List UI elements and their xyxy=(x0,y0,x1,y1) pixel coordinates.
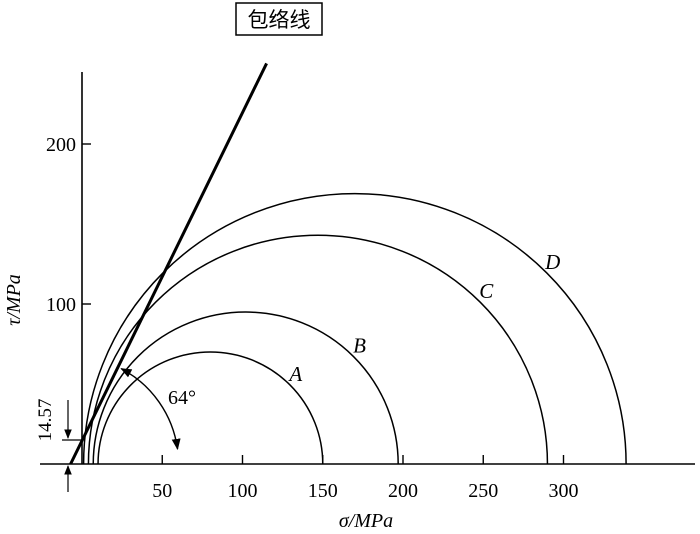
x-axis-label: σ/MPa xyxy=(339,510,393,532)
y-tick-label: 200 xyxy=(46,134,76,156)
friction-angle-arc xyxy=(120,368,181,451)
friction-angle-label: 64° xyxy=(168,387,196,409)
y-tick-label: 100 xyxy=(46,294,76,316)
mohr-circle-D xyxy=(82,192,627,465)
y-ticks: 100 200 xyxy=(46,134,91,316)
envelope-label: 包络线 xyxy=(248,8,311,32)
mohr-circle-label-C: C xyxy=(479,279,494,303)
y-axis-label: τ/MPa xyxy=(3,274,25,326)
mohr-circle-A xyxy=(97,351,324,465)
x-tick-label: 200 xyxy=(388,480,418,502)
x-tick-label: 150 xyxy=(308,480,338,502)
mohr-circle-C xyxy=(87,234,549,465)
mohr-circle-label-D: D xyxy=(544,250,560,274)
mohr-circle-label-A: A xyxy=(287,362,302,386)
cohesion-label: 14.57 xyxy=(35,399,56,442)
x-tick-label: 300 xyxy=(549,480,579,502)
envelope-line xyxy=(69,62,268,465)
mohr-circle-label-B: B xyxy=(353,334,366,358)
x-tick-label: 250 xyxy=(468,480,498,502)
x-tick-label: 50 xyxy=(152,480,172,502)
mohr-circle-B xyxy=(92,311,399,465)
mohr-circles: A B C D xyxy=(82,192,627,465)
envelope-label-box xyxy=(235,2,323,36)
x-ticks: 50 100 150 200 250 300 xyxy=(152,455,579,502)
x-tick-label: 100 xyxy=(228,480,258,502)
